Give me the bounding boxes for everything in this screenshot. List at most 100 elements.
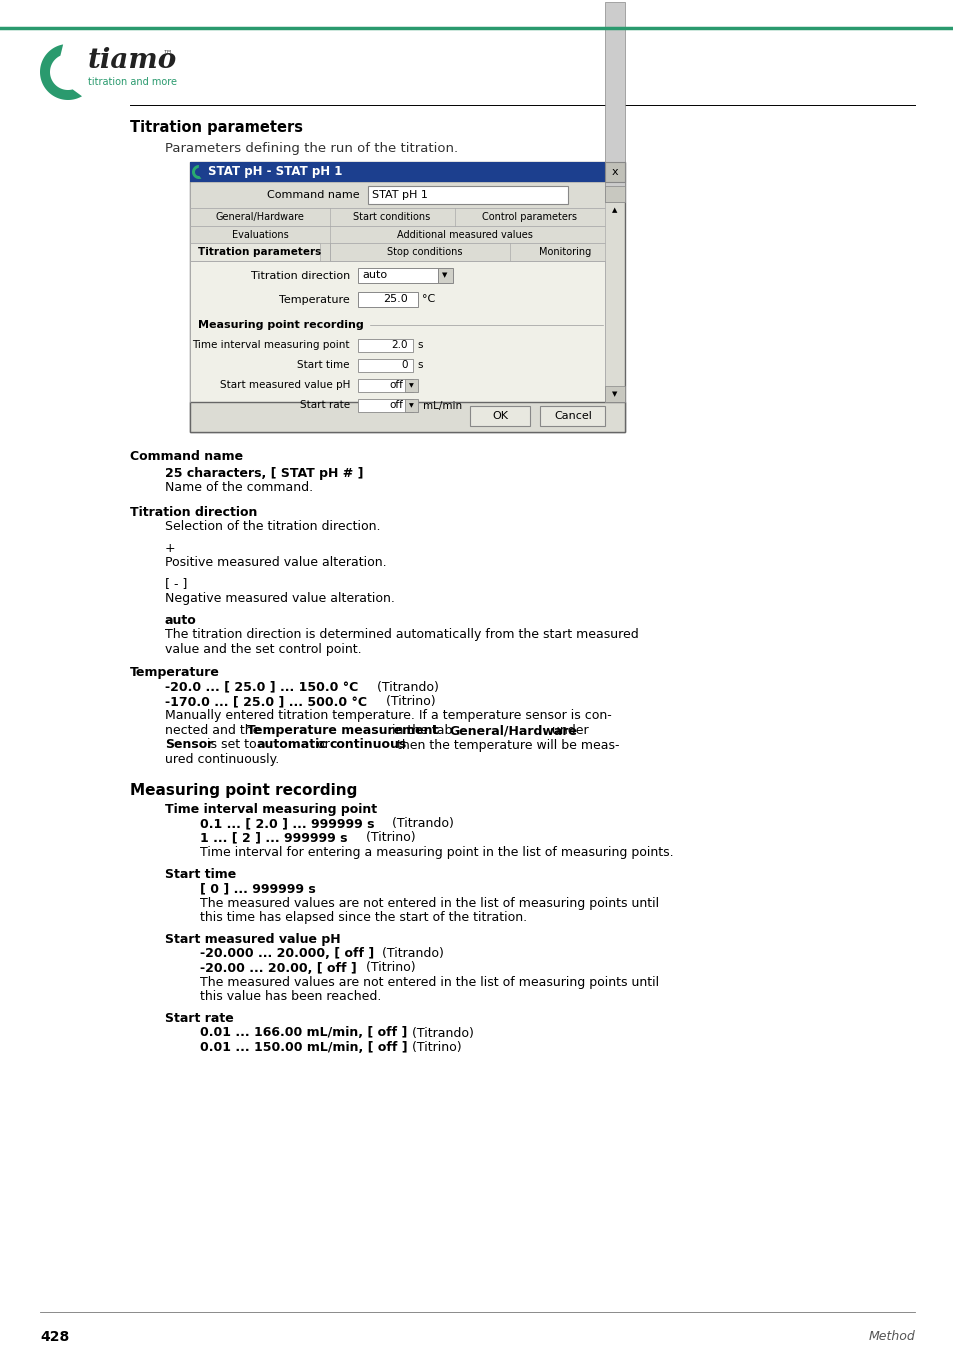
Text: Parameters defining the run of the titration.: Parameters defining the run of the titra… — [165, 142, 457, 155]
Text: (Titrando): (Titrando) — [408, 1027, 474, 1039]
Text: (Titrino): (Titrino) — [408, 1042, 461, 1054]
Bar — [190, 226, 604, 243]
Text: 0: 0 — [401, 361, 408, 370]
Text: is set to: is set to — [203, 739, 260, 751]
Text: °C: °C — [421, 295, 435, 304]
Bar — [357, 380, 413, 392]
Text: off: off — [389, 381, 402, 390]
Text: or: or — [313, 739, 334, 751]
Text: Additional measured values: Additional measured values — [396, 230, 533, 239]
Bar — [190, 162, 604, 182]
Text: (Titrino): (Titrino) — [381, 694, 436, 708]
Text: s: s — [416, 361, 422, 370]
Text: off: off — [389, 400, 402, 411]
Bar — [357, 292, 417, 307]
Text: -20.0 ... [ 25.0 ] ... 150.0 °C: -20.0 ... [ 25.0 ] ... 150.0 °C — [165, 681, 358, 693]
Text: nected and the: nected and the — [165, 724, 264, 738]
Text: ▼: ▼ — [442, 273, 447, 278]
Bar — [190, 182, 604, 208]
Bar — [357, 399, 413, 412]
Text: Method: Method — [867, 1329, 914, 1343]
Bar — [190, 208, 604, 226]
Text: OK: OK — [492, 411, 507, 422]
Text: x: x — [611, 168, 618, 177]
Text: Monitoring: Monitoring — [538, 247, 591, 257]
Text: ™: ™ — [163, 49, 172, 58]
Text: Start measured value pH: Start measured value pH — [219, 380, 350, 390]
Text: automatic: automatic — [256, 739, 327, 751]
Text: Sensor: Sensor — [165, 739, 213, 751]
Bar — [330, 243, 604, 261]
Text: Evaluations: Evaluations — [232, 230, 288, 239]
Text: Start time: Start time — [297, 359, 350, 370]
Text: titration and more: titration and more — [88, 77, 177, 86]
Text: -170.0 ... [ 25.0 ] ... 500.0 °C: -170.0 ... [ 25.0 ] ... 500.0 °C — [165, 694, 367, 708]
Text: 25 characters, [ STAT pH # ]: 25 characters, [ STAT pH # ] — [165, 466, 363, 480]
Text: ured continuously.: ured continuously. — [165, 753, 279, 766]
Bar — [405, 380, 417, 392]
Text: value and the set control point.: value and the set control point. — [165, 643, 361, 655]
Text: mL/min: mL/min — [422, 400, 461, 411]
Text: under: under — [547, 724, 588, 738]
PathPatch shape — [192, 165, 201, 178]
Text: General/Hardware: General/Hardware — [215, 212, 304, 222]
Text: ▲: ▲ — [612, 207, 617, 213]
PathPatch shape — [40, 45, 82, 100]
Text: Negative measured value alteration.: Negative measured value alteration. — [165, 592, 395, 605]
Text: in the tab: in the tab — [388, 724, 456, 738]
Bar — [190, 261, 604, 403]
Text: 0.01 ... 166.00 mL/min, [ off ]: 0.01 ... 166.00 mL/min, [ off ] — [200, 1027, 407, 1039]
Bar — [190, 162, 624, 432]
Text: Command name: Command name — [267, 190, 359, 200]
Text: Time interval for entering a measuring point in the list of measuring points.: Time interval for entering a measuring p… — [200, 846, 673, 859]
Text: Titration parameters: Titration parameters — [198, 247, 321, 257]
Text: Cancel: Cancel — [554, 411, 591, 422]
Bar — [437, 267, 453, 282]
Text: 0.1 ... [ 2.0 ] ... 999999 s: 0.1 ... [ 2.0 ] ... 999999 s — [200, 817, 375, 830]
Text: The measured values are not entered in the list of measuring points until: The measured values are not entered in t… — [200, 975, 659, 989]
Text: [ 0 ] ... 999999 s: [ 0 ] ... 999999 s — [200, 882, 315, 894]
Bar — [368, 186, 567, 204]
Text: Time interval measuring point: Time interval measuring point — [165, 802, 376, 816]
Text: this time has elapsed since the start of the titration.: this time has elapsed since the start of… — [200, 911, 527, 924]
Text: Start measured value pH: Start measured value pH — [165, 932, 340, 946]
Text: [ - ]: [ - ] — [165, 577, 187, 590]
Text: 2.0: 2.0 — [391, 340, 408, 350]
Text: ▼: ▼ — [408, 382, 413, 388]
Text: auto: auto — [361, 270, 387, 281]
Text: Measuring point recording: Measuring point recording — [130, 782, 357, 797]
Bar — [470, 407, 530, 426]
Bar — [190, 243, 319, 261]
Bar — [604, 162, 624, 182]
Text: Measuring point recording: Measuring point recording — [198, 320, 363, 330]
Bar — [539, 407, 604, 426]
Text: -20.00 ... 20.00, [ off ]: -20.00 ... 20.00, [ off ] — [200, 962, 356, 974]
Text: Command name: Command name — [130, 450, 243, 463]
Text: Start conditions: Start conditions — [353, 212, 430, 222]
Text: ▼: ▼ — [612, 390, 617, 397]
Text: s: s — [416, 340, 422, 350]
Text: The titration direction is determined automatically from the start measured: The titration direction is determined au… — [165, 628, 639, 640]
Text: Temperature: Temperature — [279, 295, 350, 305]
Text: then the temperature will be meas-: then the temperature will be meas- — [393, 739, 618, 751]
Text: Manually entered titration temperature. If a temperature sensor is con-: Manually entered titration temperature. … — [165, 709, 611, 723]
Text: (Titrino): (Titrino) — [361, 962, 416, 974]
Text: Temperature: Temperature — [130, 666, 219, 680]
Text: this value has been reached.: this value has been reached. — [200, 990, 381, 1004]
Text: Start time: Start time — [165, 867, 236, 881]
Text: Start rate: Start rate — [299, 400, 350, 409]
Text: Stop conditions: Stop conditions — [387, 247, 462, 257]
Text: Titration direction: Titration direction — [130, 505, 257, 519]
Text: The measured values are not entered in the list of measuring points until: The measured values are not entered in t… — [200, 897, 659, 909]
Bar — [190, 403, 624, 432]
Bar — [357, 267, 437, 282]
Text: tiamo: tiamo — [88, 46, 177, 73]
Bar — [604, 386, 624, 403]
Text: STAT pH 1: STAT pH 1 — [372, 190, 428, 200]
Text: 0.01 ... 150.00 mL/min, [ off ]: 0.01 ... 150.00 mL/min, [ off ] — [200, 1042, 407, 1054]
Text: Control parameters: Control parameters — [482, 212, 577, 222]
Bar — [357, 339, 413, 353]
Text: 428: 428 — [40, 1329, 70, 1344]
Text: (Titrando): (Titrando) — [388, 817, 454, 830]
Bar — [405, 399, 417, 412]
